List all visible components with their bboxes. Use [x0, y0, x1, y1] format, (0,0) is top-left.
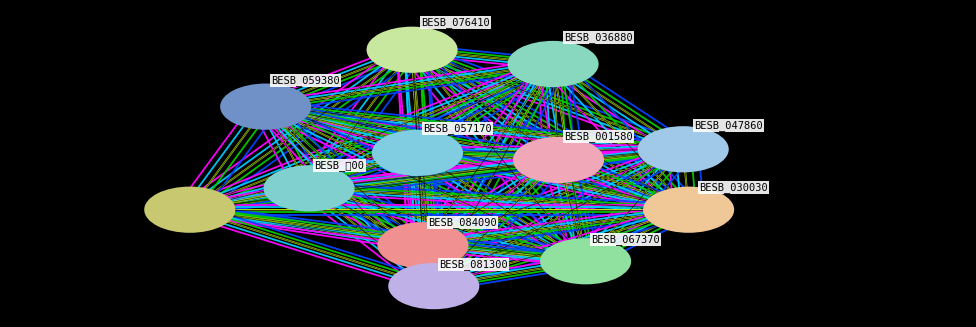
Ellipse shape [221, 83, 311, 130]
Ellipse shape [513, 137, 604, 183]
Ellipse shape [540, 238, 631, 284]
Ellipse shape [367, 27, 458, 73]
Text: BESB_057170: BESB_057170 [423, 124, 492, 134]
Ellipse shape [378, 222, 468, 268]
Text: BESB_001580: BESB_001580 [564, 131, 632, 142]
Ellipse shape [508, 41, 598, 87]
Text: BESB_081300: BESB_081300 [439, 259, 508, 270]
Text: BESB_059380: BESB_059380 [271, 75, 340, 86]
Ellipse shape [643, 187, 734, 233]
Text: BESB_030030: BESB_030030 [700, 182, 768, 193]
Ellipse shape [388, 263, 479, 309]
Text: BESB_​00: BESB_​00 [314, 160, 364, 171]
Ellipse shape [372, 130, 463, 176]
Text: BESB_084090: BESB_084090 [428, 217, 497, 228]
Text: BESB_036880: BESB_036880 [564, 32, 632, 43]
Text: BESB_076410: BESB_076410 [421, 17, 490, 28]
Ellipse shape [144, 187, 235, 233]
Text: BESB_067370: BESB_067370 [591, 234, 660, 245]
Ellipse shape [264, 165, 354, 212]
Text: BESB_047860: BESB_047860 [694, 120, 763, 131]
Ellipse shape [637, 126, 729, 172]
